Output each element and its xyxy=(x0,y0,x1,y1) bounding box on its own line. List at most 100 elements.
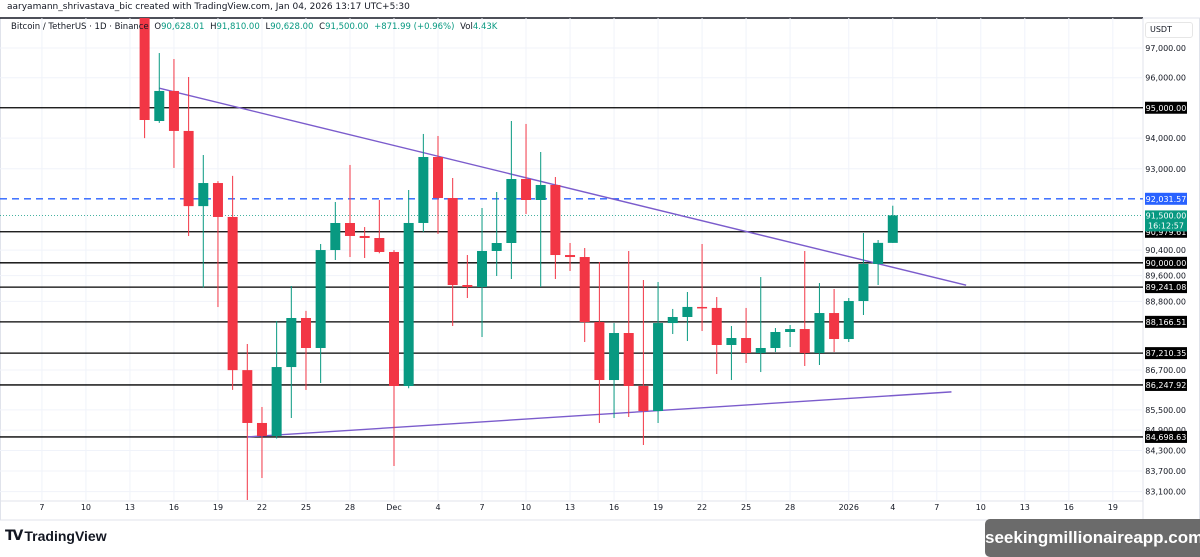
bearish-candle xyxy=(447,177,458,326)
level-price-tag xyxy=(1145,347,1187,360)
bullish-candle xyxy=(887,205,898,243)
bullish-candle xyxy=(843,298,854,343)
bullish-candle xyxy=(491,191,502,277)
candle-body xyxy=(726,338,737,345)
candle-body xyxy=(198,183,209,207)
volume-label: Vol xyxy=(460,22,473,32)
candle-body xyxy=(315,250,326,349)
time-tick-label: 7 xyxy=(39,503,44,512)
bullish-candle xyxy=(755,277,766,373)
currency-button[interactable]: USDT xyxy=(1145,22,1193,38)
time-tick-label: 22 xyxy=(257,503,267,512)
candle-body xyxy=(873,242,884,264)
symbol-title[interactable]: Bitcoin / TetherUS · 1D · Binance xyxy=(11,22,149,32)
candle-body xyxy=(594,322,605,381)
volume-value: 4.43K xyxy=(472,22,498,32)
candle-body xyxy=(609,333,620,381)
bullish-candle xyxy=(403,190,414,389)
bullish-candle xyxy=(770,328,781,352)
bearish-candle xyxy=(623,250,634,418)
close-label: C xyxy=(319,22,326,32)
last-price-tag xyxy=(1145,210,1187,232)
bearish-candle xyxy=(168,59,179,168)
price-tick-label: 86,700.00 xyxy=(1145,366,1186,375)
candle-body xyxy=(300,317,311,349)
price-tick-label: 83,700.00 xyxy=(1145,467,1186,476)
bearish-candle xyxy=(579,248,590,343)
level-price-label: 84,698.63 xyxy=(1146,433,1187,442)
time-tick-label: 13 xyxy=(565,503,575,512)
bullish-candle xyxy=(418,133,429,233)
ohlc-legend: Bitcoin / TetherUS · 1D · Binance O90,62… xyxy=(11,22,500,32)
bearish-candle xyxy=(359,227,370,259)
candles-group xyxy=(139,18,898,500)
level-price-tag xyxy=(1145,281,1187,294)
time-tick-label: 19 xyxy=(1108,503,1118,512)
candle-body xyxy=(521,179,532,200)
candle-body xyxy=(667,316,678,324)
time-tick-label: 25 xyxy=(301,503,311,512)
bullish-candle xyxy=(682,291,693,342)
candle-body xyxy=(344,223,355,236)
candle-body xyxy=(785,329,796,332)
candle-body xyxy=(154,90,165,122)
alert-price-label: 92,031.57 xyxy=(1146,195,1187,204)
time-tick-label: 7 xyxy=(479,503,484,512)
time-tick-label: 13 xyxy=(125,503,135,512)
bullish-candle xyxy=(785,324,796,347)
bearish-candle xyxy=(183,77,194,236)
last-price-label: 91,500.00 xyxy=(1146,211,1187,220)
time-tick-label: 10 xyxy=(521,503,531,512)
candle-body xyxy=(697,306,708,309)
price-tick-label: 88,800.00 xyxy=(1145,297,1186,306)
bearish-candle xyxy=(711,297,722,375)
time-tick-label: 13 xyxy=(1020,503,1030,512)
bullish-candle xyxy=(286,286,297,419)
candle-body xyxy=(506,179,517,244)
time-tick-label: 28 xyxy=(785,503,795,512)
price-tick-label: 96,000.00 xyxy=(1145,74,1186,83)
time-tick-label: 4 xyxy=(435,503,440,512)
level-price-tag xyxy=(1145,378,1187,391)
price-tick-label: 94,000.00 xyxy=(1145,134,1186,143)
price-chart[interactable]: 7 10 13 16 19 22 25 28 Dec 4 7 10 13 16 19 22 25 28 2026 4 7… xyxy=(0,0,1200,522)
bullish-candle xyxy=(609,323,620,419)
bullish-candle xyxy=(506,120,517,280)
bullish-candle xyxy=(271,321,282,439)
bearish-candle xyxy=(139,18,150,139)
bearish-candle xyxy=(565,243,576,271)
candle-body xyxy=(887,215,898,243)
bearish-candle xyxy=(521,123,532,214)
bearish-candle xyxy=(227,175,238,390)
candle-body xyxy=(447,198,458,286)
level-price-label: 90,979.61 xyxy=(1146,228,1187,237)
bullish-candle xyxy=(726,325,737,381)
candle-body xyxy=(403,222,414,387)
time-tick-label: 4 xyxy=(890,503,895,512)
level-price-label: 86,247.92 xyxy=(1146,381,1187,390)
tradingview-logo-icon: TV xyxy=(5,528,23,544)
candle-body xyxy=(359,235,370,239)
bullish-candle xyxy=(330,201,341,261)
candle-body xyxy=(418,156,429,223)
bearish-candle xyxy=(256,406,267,479)
watermark: seekingmillionaireapp.com xyxy=(985,519,1200,557)
candle-body xyxy=(256,422,267,436)
price-tick-label: 85,500.00 xyxy=(1145,406,1186,415)
candle-body xyxy=(227,216,238,371)
candle-body xyxy=(491,243,502,251)
bullish-candle xyxy=(198,154,209,288)
bearish-candle xyxy=(462,254,473,299)
time-tick-label: 7 xyxy=(934,503,939,512)
low-value: 90,628.00 xyxy=(270,22,314,32)
bearish-candle xyxy=(212,181,223,308)
resistance-trendline xyxy=(159,87,967,286)
price-tick-label: 83,100.00 xyxy=(1145,488,1186,497)
high-label: H xyxy=(210,22,217,32)
time-tick-label: 10 xyxy=(976,503,986,512)
bullish-candle xyxy=(535,151,546,288)
level-price-tag xyxy=(1145,256,1187,269)
candle-body xyxy=(139,18,150,121)
bearish-candle xyxy=(638,280,649,445)
tradingview-logo[interactable]: TV TradingView xyxy=(5,528,107,544)
